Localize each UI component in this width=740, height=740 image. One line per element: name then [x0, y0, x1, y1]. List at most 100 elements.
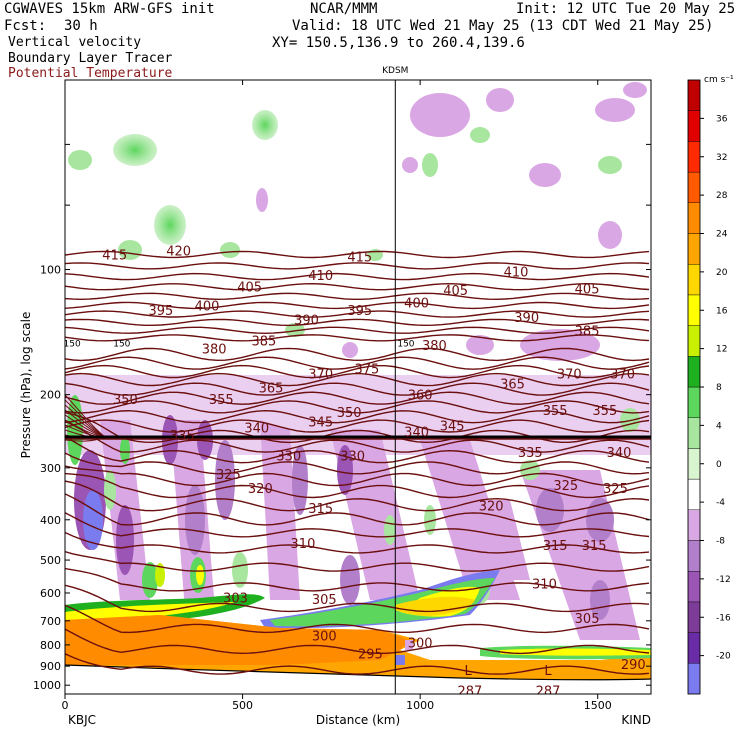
colorbar-swatch	[687, 110, 701, 142]
colorbar-label: -16	[716, 613, 731, 623]
y-tick-label: 400	[40, 514, 61, 527]
tropopause-label: 150	[113, 340, 130, 350]
colorbar-swatch	[687, 233, 701, 265]
colorbar-label: 20	[716, 268, 728, 278]
theta-contours	[65, 250, 650, 675]
theta-contour-line	[65, 272, 650, 281]
theta-contour-line	[65, 472, 650, 499]
theta-contour-line	[65, 262, 650, 270]
field-boundary-layer: Boundary Layer Tracer	[8, 51, 173, 66]
theta-contour-line	[65, 493, 650, 526]
colorbar: -20 -16 -12 -8 -4 0 4 8 12 16 20 24 28 32 36	[687, 79, 731, 695]
theta-contour-line	[65, 452, 650, 475]
theta-label: 325	[603, 482, 628, 497]
y-axis: 100 200 300 400 500 600 700 800 900 1000	[33, 143, 651, 692]
theta-contour-line	[65, 292, 650, 301]
colorbar-swatch	[687, 540, 701, 572]
theta-contour-line	[65, 334, 650, 342]
theta-label: 405	[237, 281, 262, 296]
model-title: CGWAVES 15km ARW-GFS init	[4, 1, 215, 17]
theta-label: 287	[457, 685, 482, 700]
tropopause-labels: 150 150 150	[64, 340, 415, 350]
theta-label: 400	[195, 299, 220, 314]
colorbar-label: -20	[716, 652, 731, 662]
boundary-layer-tracer	[65, 570, 651, 694]
theta-contour-line	[65, 567, 650, 592]
colorbar-label: 36	[716, 114, 728, 124]
theta-contour-line	[65, 551, 650, 572]
theta-label: 360	[408, 389, 433, 404]
theta-label: 300	[408, 637, 433, 652]
y-tick-label: 600	[40, 587, 61, 600]
theta-contour-line	[65, 372, 650, 387]
xy-coords: XY= 150.5,136.9 to 260.4,139.6	[272, 35, 525, 51]
x-axis-label: Distance (km)	[316, 713, 400, 727]
theta-label: 385	[575, 324, 600, 339]
colorbar-swatch	[687, 417, 701, 449]
theta-contour-line	[65, 310, 650, 318]
theta-contour-line	[65, 584, 650, 613]
colorbar-swatch	[687, 601, 701, 633]
theta-label: 330	[276, 449, 301, 464]
field-potential-temperature: Potential Temperature	[8, 66, 173, 81]
endpoint-left: KBJC	[68, 713, 96, 727]
theta-label: 370	[557, 368, 582, 383]
theta-label: 305	[575, 612, 600, 627]
theta-label: 355	[592, 404, 617, 419]
theta-contour-line	[65, 628, 650, 655]
theta-contour-line	[65, 420, 650, 453]
y-axis-label: Pressure (hPa), log scale	[19, 312, 33, 459]
theta-label: 325	[553, 479, 578, 494]
colorbar-label: 24	[716, 230, 728, 240]
theta-label: 350	[113, 393, 138, 408]
field-vertical-velocity: Vertical velocity	[8, 35, 142, 50]
colorbar-label: 32	[716, 153, 727, 163]
theta-label: 340	[607, 446, 632, 461]
endpoint-right: KIND	[621, 713, 651, 727]
theta-contour-line	[65, 465, 650, 487]
theta-label: 295	[358, 648, 383, 663]
y-tick-label: 900	[40, 660, 61, 673]
theta-contour-line	[65, 301, 650, 310]
upper-level-cells	[68, 82, 647, 361]
theta-label: 380	[202, 343, 227, 358]
theta-label: 310	[532, 578, 557, 593]
fcst-value: 30 h	[64, 18, 98, 34]
theta-label: 370	[308, 368, 333, 383]
theta-label: 315	[543, 539, 568, 554]
theta-contour-line	[65, 419, 650, 433]
theta-label: 355	[209, 393, 234, 408]
theta-label: 400	[404, 296, 429, 311]
y-tick-label: 500	[40, 554, 61, 567]
colorbar-label: 28	[716, 191, 728, 201]
theta-label: 340	[404, 425, 429, 440]
theta-label: 385	[251, 334, 276, 349]
y-tick-label: 800	[40, 639, 61, 652]
theta-label: L	[464, 664, 472, 679]
x-tick-label: 500	[232, 699, 253, 712]
x-tick-label: 1000	[406, 699, 434, 712]
fcst-label: Fcst:	[4, 18, 47, 34]
colorbar-swatch	[687, 325, 701, 357]
theta-label: 405	[575, 282, 600, 297]
theta-label: 335	[170, 429, 195, 444]
plot-frame	[64, 79, 652, 695]
theta-contour-line	[65, 282, 650, 291]
theta-label: 410	[308, 269, 333, 284]
tropopause-label: 150	[64, 340, 81, 350]
x-tick-label: 0	[62, 699, 69, 712]
theta-label: 395	[347, 304, 372, 319]
colorbar-label: 8	[716, 383, 722, 393]
valid-time: Valid: 18 UTC Wed 21 May 25 (13 CDT Wed …	[292, 18, 714, 34]
y-tick-label: 300	[40, 462, 61, 475]
theta-label: 355	[543, 404, 568, 419]
theta-label: 345	[440, 419, 465, 434]
theta-label: 375	[354, 362, 379, 377]
theta-contour-line	[65, 435, 650, 464]
theta-label: 390	[294, 314, 319, 329]
theta-label: 305	[312, 593, 337, 608]
colorbar-label: 4	[716, 421, 722, 431]
theta-label: 345	[308, 415, 333, 430]
center-label: NCAR/MMM	[310, 1, 378, 17]
y-tick-label: 200	[40, 389, 61, 402]
